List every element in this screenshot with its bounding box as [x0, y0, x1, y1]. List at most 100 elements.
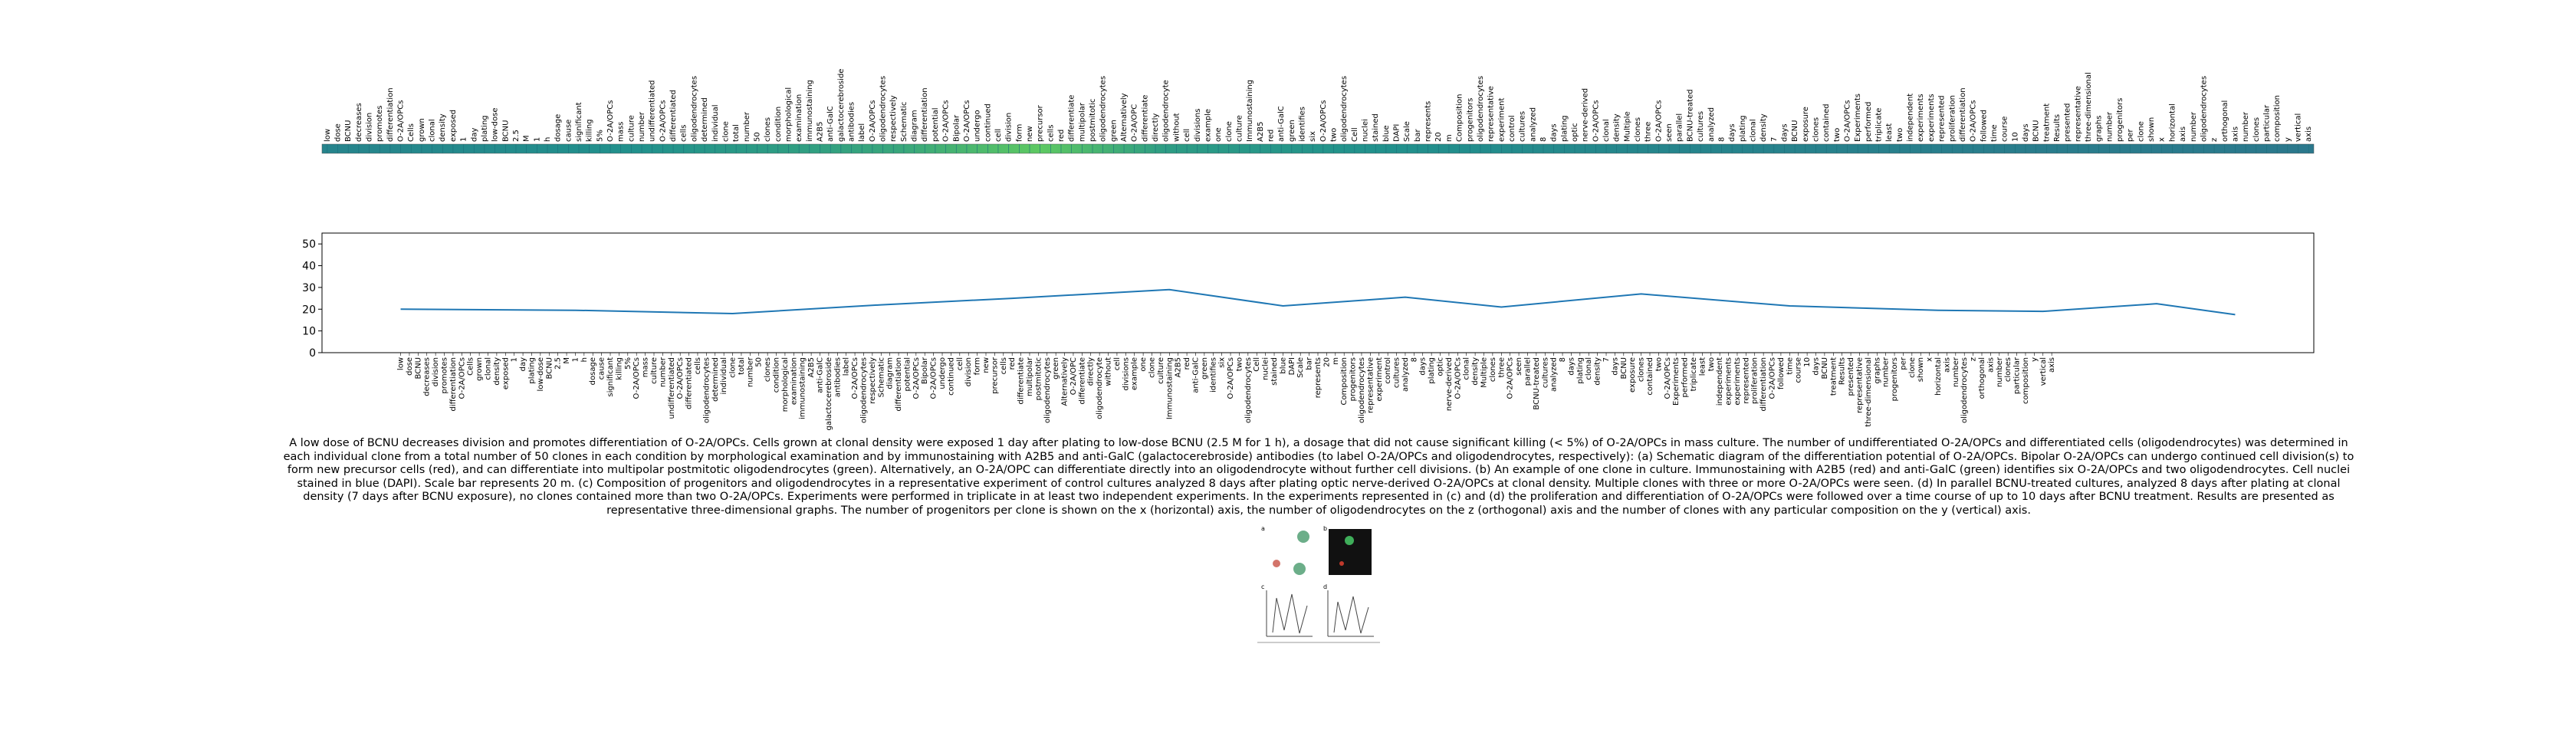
- x-tick-label: vertical: [2294, 113, 2302, 142]
- x-tick-label: 20: [1322, 357, 1331, 367]
- x-tick-label: 1: [533, 137, 541, 142]
- x-tick-label: oligodendrocytes: [859, 357, 868, 423]
- x-tick-label: continued: [984, 104, 992, 142]
- x-tick-label: BCNU: [2032, 120, 2041, 142]
- x-tick-label: orthogonal: [2221, 100, 2229, 142]
- x-tick-label: cause: [564, 120, 573, 142]
- x-tick-label: dosage: [554, 114, 563, 142]
- x-tick-label: O-2A/OPCs: [1654, 100, 1663, 142]
- x-tick-label: oligodendrocytes: [2200, 76, 2208, 142]
- x-tick-label: 50: [753, 132, 761, 142]
- x-tick-label: diagram: [886, 357, 895, 389]
- x-tick-label: DAPI: [1288, 357, 1296, 375]
- x-tick-label: representative: [1366, 357, 1375, 413]
- x-tick-label: days: [2022, 123, 2030, 142]
- x-tick-label: A2B5: [1175, 357, 1183, 377]
- x-tick-label: three-dimensional: [1865, 357, 1873, 427]
- x-tick-label: form: [1015, 124, 1024, 142]
- x-tick-label: O-2A/OPCs: [869, 100, 877, 142]
- x-tick-label: plating: [1560, 115, 1569, 142]
- y-tick-label: 10: [302, 326, 316, 338]
- x-tick-label: y: [2284, 137, 2292, 142]
- x-tick-label: clones: [1812, 117, 1821, 142]
- x-tick-label: days: [1567, 357, 1576, 376]
- x-tick-label: differentiate: [1017, 357, 1026, 404]
- x-tick-label: cell: [994, 129, 1003, 142]
- x-tick-label: culture: [1157, 357, 1165, 384]
- x-tick-label: multipolar: [1078, 102, 1086, 142]
- x-tick-label: oligodendrocytes: [1340, 76, 1349, 142]
- x-tick-label: z: [1970, 357, 1978, 361]
- x-tick-label: immunostaining: [799, 357, 807, 419]
- panel-label: c: [1261, 583, 1264, 590]
- x-tick-label: number: [2190, 111, 2198, 142]
- x-tick-label: O-2A/OPCs: [458, 357, 466, 399]
- x-tick-label: BCNU: [414, 357, 422, 379]
- x-tick-label: form: [974, 357, 982, 375]
- x-tick-label: plating: [1428, 357, 1436, 384]
- x-tick-label: directly: [1152, 113, 1160, 142]
- x-tick-label: mass: [642, 357, 650, 377]
- y-tick-label: 50: [302, 238, 316, 251]
- panel-b-cell: [1339, 561, 1344, 566]
- data-line: [400, 288, 2236, 316]
- x-tick-label: differentiation: [449, 357, 458, 412]
- x-tick-label: density: [1594, 357, 1602, 386]
- x-tick-label: cause: [598, 357, 606, 380]
- caption: A low dose of BCNU decreases division an…: [283, 437, 2354, 517]
- x-tick-label: O-2A/OPCs: [1227, 357, 1235, 399]
- x-tick-label: O-2A/OPCs: [1506, 357, 1515, 399]
- x-tick-label: differentiate: [1078, 357, 1086, 404]
- x-tick-label: horizontal: [2168, 104, 2177, 142]
- x-tick-label: two: [1654, 357, 1663, 371]
- x-tick-label: stained: [1270, 357, 1279, 386]
- x-tick-label: clone: [1225, 121, 1234, 142]
- x-tick-label: plating: [1739, 115, 1747, 142]
- x-tick-label: contained: [1646, 357, 1654, 396]
- x-tick-label: density: [493, 357, 501, 386]
- x-tick-label: days: [1812, 357, 1821, 376]
- x-tick-label: days: [1419, 357, 1428, 376]
- x-tick-label: 8: [1410, 357, 1418, 362]
- x-tick-label: oligodendrocytes: [1960, 357, 1969, 423]
- x-tick-label: oligodendrocytes: [1477, 76, 1485, 142]
- x-tick-label: Scale: [1296, 357, 1305, 378]
- x-tick-label: progenitors: [1349, 357, 1358, 401]
- x-tick-label: 10: [2011, 132, 2019, 142]
- x-tick-label: cell: [956, 357, 964, 370]
- x-tick-label: O-2A/OPCs: [397, 100, 406, 142]
- x-tick-label: new: [982, 357, 991, 373]
- x-tick-label: BCNU: [545, 357, 554, 379]
- x-tick-label: Alternatively: [1120, 93, 1129, 142]
- x-tick-label: clonal: [1749, 119, 1757, 142]
- x-tick-label: experiments: [1725, 357, 1733, 406]
- x-tick-label: plating: [481, 115, 489, 142]
- x-tick-label: precursor: [991, 356, 999, 394]
- x-tick-label: dose: [406, 357, 414, 376]
- x-tick-label: course: [1795, 357, 1803, 383]
- x-tick-label: horizontal: [1934, 357, 1943, 396]
- x-tick-label: clones: [764, 357, 772, 382]
- x-tick-label: nuclei: [1262, 357, 1270, 380]
- x-tick-label: parallel: [1523, 357, 1532, 386]
- x-tick-label: 8: [1717, 137, 1726, 142]
- x-tick-label: Schematic: [900, 102, 909, 142]
- x-tick-label: morphological: [784, 87, 793, 142]
- x-tick-label: red: [1183, 357, 1191, 370]
- x-tick-label: BCNU: [1821, 357, 1829, 379]
- x-tick-label: anti-GalC: [826, 106, 835, 142]
- x-tick-label: oligodendrocyte: [1096, 357, 1104, 419]
- x-tick-label: example: [1204, 109, 1212, 142]
- x-tick-label: identifies: [1209, 357, 1217, 393]
- x-tick-label: y: [2030, 357, 2039, 362]
- x-tick-label: number: [746, 356, 754, 387]
- x-tick-label: low: [397, 357, 406, 370]
- x-tick-label: number: [638, 111, 646, 142]
- x-tick-label: three: [1497, 357, 1506, 377]
- x-tick-label: representative: [1487, 86, 1496, 142]
- panel-a-cell: [1273, 560, 1280, 567]
- x-tick-label: representative: [1855, 357, 1864, 413]
- x-tick-label: axis: [1943, 357, 1951, 373]
- x-tick-label: Experiments: [1854, 94, 1862, 142]
- x-tick-label: days: [1611, 357, 1619, 376]
